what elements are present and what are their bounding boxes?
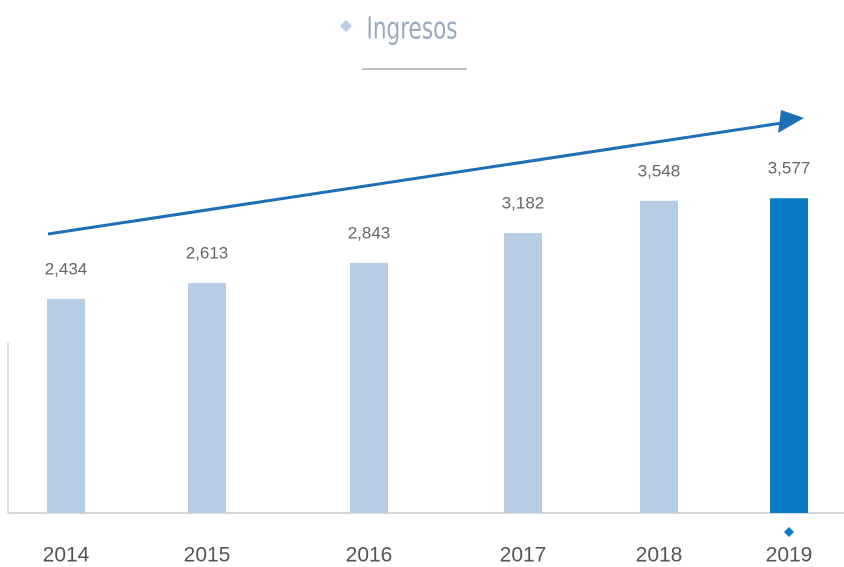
x-tick-label: 2015 bbox=[184, 544, 231, 567]
highlight-diamond bbox=[784, 527, 794, 537]
x-tick-label: 2018 bbox=[636, 544, 683, 567]
bar bbox=[770, 198, 808, 513]
bar bbox=[350, 262, 388, 513]
x-tick-label: 2017 bbox=[500, 544, 547, 567]
value-label: 2,613 bbox=[186, 244, 229, 263]
value-label: 3,182 bbox=[502, 193, 545, 212]
value-label: 2,843 bbox=[348, 223, 391, 242]
bar bbox=[188, 283, 226, 513]
bar bbox=[47, 298, 85, 513]
value-label: 3,548 bbox=[638, 161, 681, 180]
x-tick-label: 2019 bbox=[766, 544, 813, 567]
value-label: 2,434 bbox=[45, 259, 88, 278]
trend-arrowhead bbox=[778, 110, 804, 133]
trend-arrow bbox=[47, 121, 783, 236]
x-tick-label: 2016 bbox=[346, 544, 393, 567]
value-label: 3,577 bbox=[768, 159, 811, 178]
bar bbox=[640, 200, 678, 513]
x-tick-label: 2014 bbox=[43, 544, 90, 567]
title-diamond bbox=[340, 20, 352, 32]
chart-title: Ingresos bbox=[366, 12, 457, 46]
bar bbox=[504, 232, 542, 513]
